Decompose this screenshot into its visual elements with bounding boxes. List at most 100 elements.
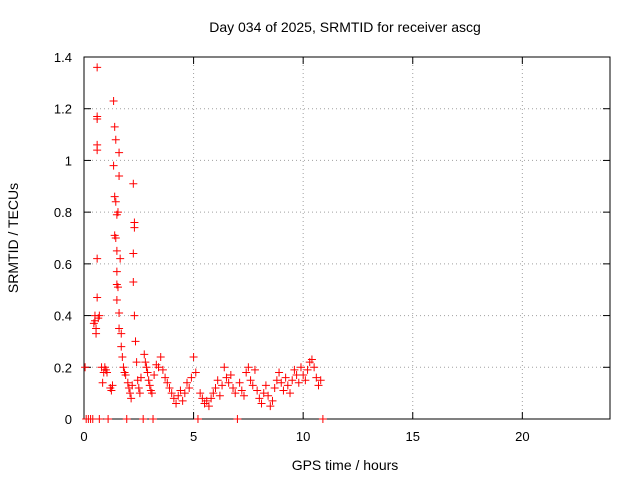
x-axis-label: GPS time / hours xyxy=(292,457,399,473)
data-point xyxy=(115,308,124,317)
data-point xyxy=(196,389,205,398)
data-point xyxy=(242,368,251,377)
data-point xyxy=(93,63,102,72)
data-point xyxy=(303,365,312,374)
data-point xyxy=(128,381,137,390)
data-point xyxy=(312,373,321,382)
data-point xyxy=(127,394,136,403)
plot-frame xyxy=(83,56,611,420)
data-point xyxy=(143,368,152,377)
data-point xyxy=(149,415,158,423)
data-point xyxy=(301,376,310,385)
data-point xyxy=(279,386,288,395)
data-point xyxy=(93,115,102,124)
y-tick-label: 0.4 xyxy=(54,309,72,324)
data-point xyxy=(211,383,220,392)
data-point xyxy=(130,311,139,320)
data-point xyxy=(288,376,297,385)
data-point xyxy=(290,365,299,374)
data-point xyxy=(122,415,131,423)
data-point xyxy=(281,373,290,382)
data-point xyxy=(111,234,120,242)
data-point xyxy=(129,277,138,286)
data-point xyxy=(316,376,325,385)
data-point xyxy=(111,135,120,144)
data-point xyxy=(183,378,192,387)
data-point xyxy=(117,342,126,351)
data-point xyxy=(185,383,194,392)
data-point xyxy=(135,389,144,398)
data-point xyxy=(255,394,264,403)
data-point xyxy=(112,296,121,305)
data-point xyxy=(131,337,140,346)
data-point xyxy=(314,381,323,390)
data-point xyxy=(141,358,150,367)
data-point xyxy=(286,389,295,398)
data-point xyxy=(158,365,167,374)
data-point xyxy=(193,415,202,423)
data-point xyxy=(220,363,229,372)
data-point xyxy=(92,324,101,333)
data-point xyxy=(275,368,284,377)
data-point xyxy=(246,376,255,385)
data-point xyxy=(115,148,124,157)
y-tick-label: 0.8 xyxy=(54,205,72,220)
data-point xyxy=(147,389,156,398)
data-point xyxy=(307,355,316,364)
x-tick-label: 20 xyxy=(515,429,529,444)
data-point xyxy=(259,389,268,398)
data-point xyxy=(191,368,200,377)
y-axis-label: SRMTID / TECUs xyxy=(5,183,21,293)
data-point xyxy=(233,415,242,423)
data-point xyxy=(103,368,112,377)
data-point xyxy=(257,399,266,408)
y-tick-label: 1 xyxy=(65,153,72,168)
x-tick-label: 10 xyxy=(296,429,310,444)
data-point xyxy=(123,378,132,387)
data-point xyxy=(93,293,102,302)
data-point xyxy=(130,223,139,232)
data-point xyxy=(235,378,244,387)
data-point xyxy=(109,161,118,170)
data-point xyxy=(95,311,104,320)
x-tick-label: 15 xyxy=(406,429,420,444)
data-point xyxy=(115,324,124,333)
x-tick-label: 0 xyxy=(80,429,87,444)
data-point xyxy=(126,389,135,398)
data-point xyxy=(172,399,181,408)
data-point xyxy=(139,415,148,423)
data-point xyxy=(118,352,127,361)
data-point xyxy=(248,381,257,390)
data-point xyxy=(110,122,119,131)
data-point xyxy=(266,402,275,411)
data-point xyxy=(229,383,238,392)
data-point xyxy=(134,383,143,392)
data-point xyxy=(98,378,107,387)
data-point xyxy=(310,363,319,372)
data-point xyxy=(140,350,149,359)
data-point xyxy=(296,363,305,372)
data-point xyxy=(231,389,240,398)
data-points xyxy=(81,63,327,423)
y-tick-label: 0 xyxy=(65,412,72,427)
data-point xyxy=(129,179,138,188)
data-point xyxy=(81,363,90,372)
data-point xyxy=(119,363,128,372)
data-point xyxy=(108,381,117,390)
data-point xyxy=(224,378,233,387)
data-point xyxy=(116,254,125,263)
data-point xyxy=(113,283,122,292)
data-point xyxy=(176,386,185,395)
data-point xyxy=(209,389,218,398)
data-point xyxy=(117,329,126,338)
tick-layer: 0 0.2 0.4 0.6 0.8 1 1.2 1.4 0 5 10 15 20 xyxy=(54,50,610,444)
data-point xyxy=(198,394,207,403)
data-point xyxy=(187,373,196,382)
y-tick-label: 0.6 xyxy=(54,257,72,272)
chart-title: Day 034 of 2025, SRMTID for receiver asc… xyxy=(209,19,481,35)
data-point xyxy=(239,391,248,400)
data-point xyxy=(270,383,279,392)
data-point xyxy=(165,383,174,392)
data-point xyxy=(250,365,259,374)
